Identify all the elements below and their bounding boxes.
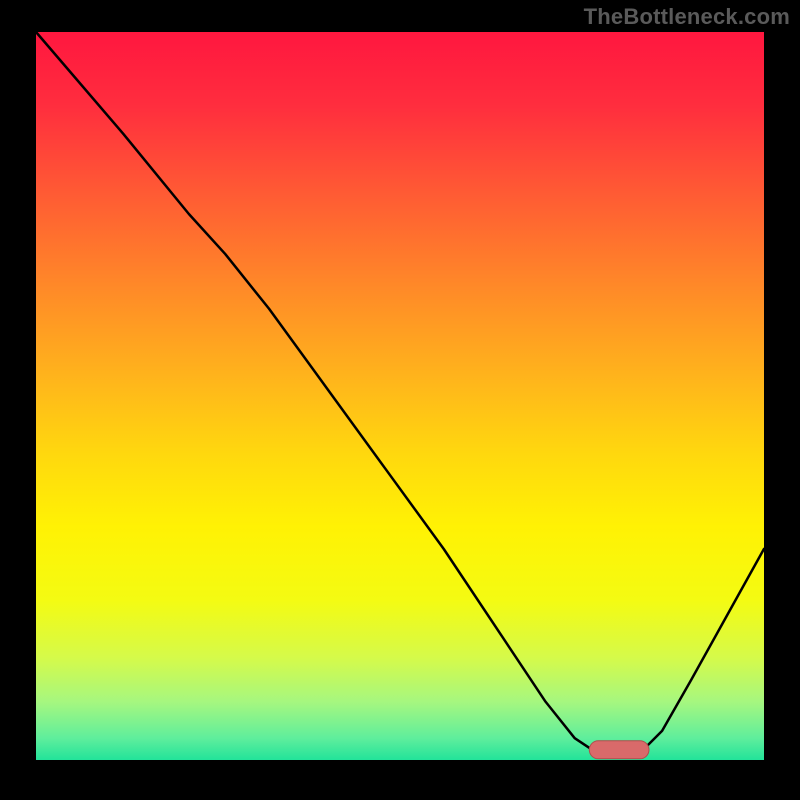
- watermark-text: TheBottleneck.com: [584, 4, 790, 30]
- bottleneck-chart: [0, 0, 800, 800]
- chart-container: TheBottleneck.com: [0, 0, 800, 800]
- chart-background: [36, 32, 764, 760]
- optimal-range-marker: [589, 741, 649, 759]
